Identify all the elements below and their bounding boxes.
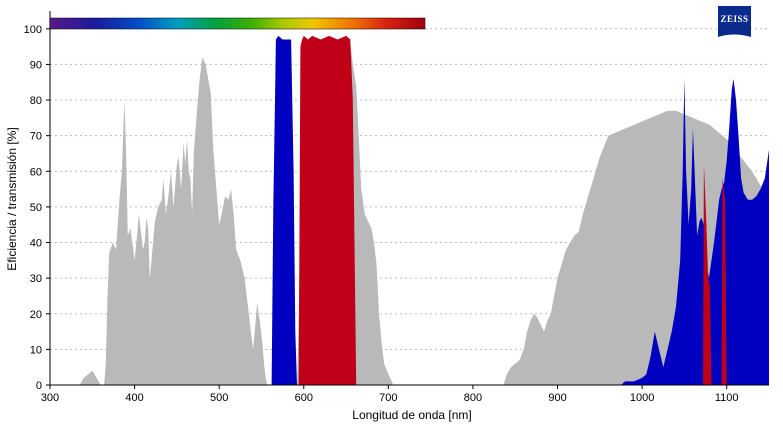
y-tick-label: 60 (30, 166, 42, 178)
y-axis-label: Eficiencia / transmisión [%] (5, 127, 19, 270)
series-area-1 (271, 35, 769, 386)
x-tick-label: 900 (548, 392, 566, 404)
y-tick-label: 80 (30, 95, 42, 107)
x-tick-label: 400 (125, 392, 143, 404)
x-tick-label: 1000 (630, 392, 654, 404)
x-tick-label: 600 (295, 392, 313, 404)
x-tick-label: 500 (210, 392, 228, 404)
spectrum-color-bar (49, 17, 426, 30)
y-tick-label: 90 (30, 59, 42, 71)
y-tick-label: 50 (30, 202, 42, 214)
tick-labels: 300 400 500 600 700 800 900 1000 1100 0 10 20 30 40 50… (24, 24, 739, 404)
x-tick-label: 700 (379, 392, 397, 404)
series-areas (79, 35, 770, 386)
y-tick-label: 20 (30, 309, 42, 321)
x-tick-label: 300 (41, 392, 59, 404)
y-tick-label: 0 (36, 380, 42, 392)
axes (46, 11, 769, 389)
y-tick-label: 10 (30, 344, 42, 356)
y-tick-label: 100 (24, 24, 42, 36)
zeiss-logo: ZEISS (718, 6, 751, 37)
series-area-0 (79, 39, 770, 385)
x-axis-label: Longitud de onda [nm] (352, 408, 471, 422)
y-tick-label: 70 (30, 131, 42, 143)
zeiss-logo-text: ZEISS (720, 14, 748, 24)
series-area-2 (298, 35, 727, 386)
y-tick-label: 30 (30, 273, 42, 285)
y-tick-label: 40 (30, 238, 42, 250)
x-tick-label: 800 (464, 392, 482, 404)
x-tick-label: 1100 (715, 392, 739, 404)
